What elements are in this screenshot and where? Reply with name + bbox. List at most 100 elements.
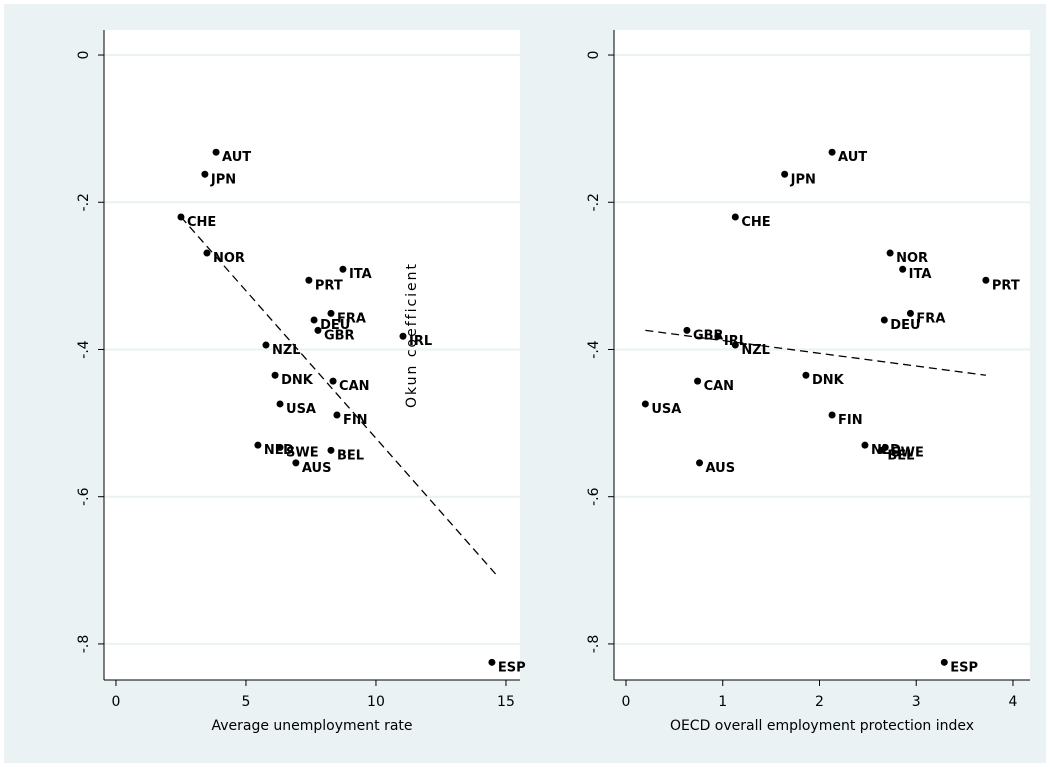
point-label: CHE <box>741 215 770 230</box>
point <box>310 316 318 324</box>
plot-area <box>104 30 520 680</box>
point-label: NOR <box>213 251 245 266</box>
point <box>828 411 836 419</box>
point <box>828 148 836 156</box>
x-tick-label: 1 <box>718 694 727 710</box>
point-label: AUT <box>838 150 867 165</box>
point-label: GBR <box>324 328 355 343</box>
point-label: NZL <box>741 343 770 358</box>
point-label: SWE <box>891 445 924 460</box>
point <box>201 170 209 178</box>
point <box>271 371 279 379</box>
point-label: NZL <box>272 343 301 358</box>
point-label: DEU <box>320 318 350 333</box>
point-label: GBR <box>693 328 724 343</box>
x-tick-label: 3 <box>912 694 921 710</box>
point <box>982 276 990 284</box>
point-label: AUS <box>706 461 736 476</box>
point <box>399 332 407 340</box>
point-label: DNK <box>812 373 845 388</box>
point-label: ESP <box>950 660 978 675</box>
point-label: SWE <box>286 445 319 460</box>
y-tick-label: -.4 <box>586 340 602 359</box>
point <box>329 377 337 385</box>
point-label: ESP <box>498 660 526 675</box>
point <box>203 249 211 257</box>
point-label: BEL <box>337 448 364 463</box>
point <box>333 411 341 419</box>
point <box>696 459 704 467</box>
x-axis-title: Average unemployment rate <box>211 718 412 734</box>
point-label: CAN <box>704 379 734 394</box>
point-label: BEL <box>887 448 914 463</box>
x-tick-label: 2 <box>815 694 824 710</box>
point-label: AUT <box>222 150 251 165</box>
point <box>899 265 907 273</box>
y-tick-label: 0 <box>586 51 602 60</box>
point-label: JPN <box>210 172 236 187</box>
point <box>880 316 888 324</box>
point <box>327 309 335 317</box>
point <box>276 443 284 451</box>
x-tick-label: 10 <box>367 694 385 710</box>
point <box>292 459 300 467</box>
x-axis-title: OECD overall employment protection index <box>670 718 974 734</box>
x-tick-label: 0 <box>111 694 120 710</box>
point-label: AUS <box>302 461 332 476</box>
point-label: IRL <box>409 334 432 349</box>
point <box>802 371 810 379</box>
point-label: ITA <box>909 267 932 282</box>
point-label: CHE <box>187 215 216 230</box>
point <box>212 148 220 156</box>
point <box>861 441 869 449</box>
point-label: CAN <box>339 379 369 394</box>
point <box>339 265 347 273</box>
point <box>314 326 322 334</box>
point-label: DEU <box>890 318 920 333</box>
point-label: JPN <box>790 172 816 187</box>
point-label: FRA <box>337 311 366 326</box>
point <box>327 446 335 454</box>
point-label: ITA <box>349 267 372 282</box>
point-label: FRA <box>916 311 945 326</box>
fit-line <box>180 216 497 575</box>
point-label: PRT <box>315 278 343 293</box>
point <box>177 213 185 221</box>
plot-area <box>614 30 1030 680</box>
point <box>906 309 914 317</box>
point <box>488 658 496 666</box>
point-label: PRT <box>992 278 1020 293</box>
point-label: DNK <box>281 373 314 388</box>
x-tick-label: 15 <box>497 694 515 710</box>
point <box>262 341 270 349</box>
y-tick-label: -.6 <box>586 487 602 506</box>
point <box>254 441 262 449</box>
y-tick-label: -.2 <box>76 193 92 211</box>
x-tick-label: 4 <box>1009 694 1018 710</box>
point <box>877 446 885 454</box>
point <box>886 249 894 257</box>
point <box>641 400 649 408</box>
point-label: FIN <box>838 413 863 428</box>
annotation: Okun coefficient <box>404 262 420 408</box>
y-tick-label: -.6 <box>76 487 92 506</box>
point <box>683 326 691 334</box>
point <box>714 332 722 340</box>
y-tick-label: -.2 <box>586 193 602 211</box>
point <box>694 377 702 385</box>
point <box>731 213 739 221</box>
point <box>731 341 739 349</box>
point-label: USA <box>651 402 681 417</box>
fit-line <box>645 329 986 376</box>
point <box>276 400 284 408</box>
y-tick-label: 0 <box>76 51 92 60</box>
point <box>940 658 948 666</box>
y-tick-label: -.4 <box>76 340 92 359</box>
x-tick-label: 0 <box>622 694 631 710</box>
y-tick-label: -.8 <box>76 635 92 653</box>
y-tick-label: -.8 <box>586 635 602 653</box>
x-tick-label: 5 <box>241 694 250 710</box>
point-label: FIN <box>343 413 368 428</box>
point-label: USA <box>286 402 316 417</box>
